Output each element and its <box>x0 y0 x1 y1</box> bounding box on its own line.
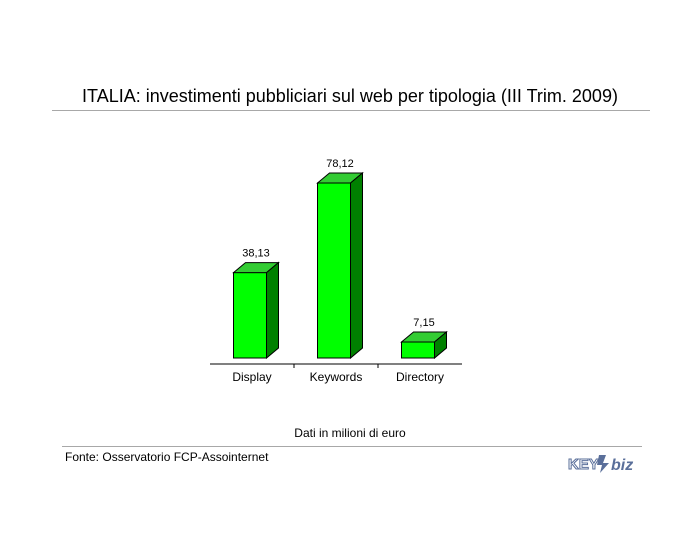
bar-directory <box>401 341 435 359</box>
source-text: Fonte: Osservatorio FCP-Assointernet <box>65 450 269 464</box>
chart-title: ITALIA: investimenti pubbliciari sul web… <box>82 86 618 106</box>
units-note: Dati in milioni di euro <box>294 426 406 440</box>
key4biz-logo: KEY biz <box>568 455 633 474</box>
bar-display <box>233 272 267 359</box>
value-label-keywords: 78,12 <box>326 158 354 170</box>
category-label-keywords: Keywords <box>310 370 363 384</box>
value-label-display: 38,13 <box>242 248 270 260</box>
bar-keywords <box>317 182 351 359</box>
svg-text:KEY: KEY <box>568 456 599 473</box>
footer-divider <box>62 446 642 447</box>
svg-text:biz: biz <box>611 457 633 474</box>
category-label-display: Display <box>232 370 271 384</box>
value-label-directory: 7,15 <box>413 317 434 329</box>
category-label-directory: Directory <box>396 370 444 384</box>
title-divider <box>52 110 650 111</box>
bar-side-display <box>266 261 279 360</box>
bar-side-directory <box>434 330 447 360</box>
bar-side-keywords <box>350 171 363 360</box>
